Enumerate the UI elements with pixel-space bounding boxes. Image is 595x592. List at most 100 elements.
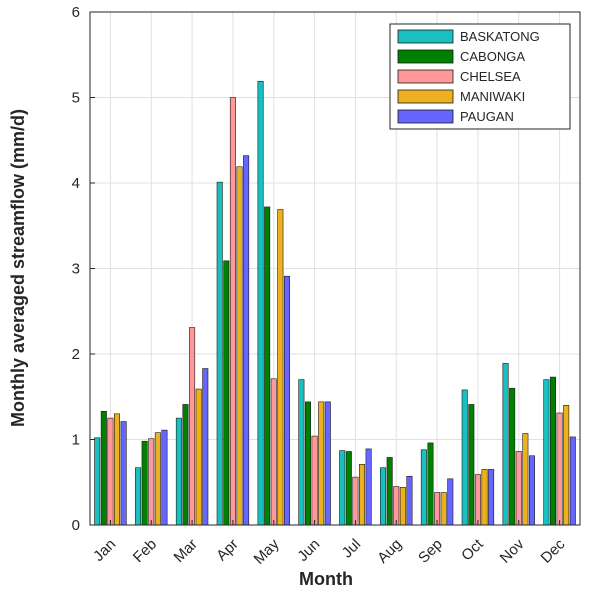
bar: [182, 404, 189, 526]
bar: [447, 478, 454, 526]
bar: [298, 379, 305, 526]
bar: [488, 469, 495, 526]
x-tick-label: Jul: [339, 536, 365, 562]
bar: [264, 206, 271, 526]
legend-swatch: [397, 89, 454, 104]
bars: [94, 80, 576, 526]
bar: [202, 368, 209, 526]
bar: [216, 181, 223, 526]
bar: [380, 467, 387, 526]
x-axis-label: Month: [299, 569, 353, 589]
bar: [406, 475, 413, 526]
bar: [515, 451, 522, 526]
y-tick-label: 3: [72, 261, 80, 278]
bar: [243, 155, 250, 526]
legend-swatch: [397, 109, 454, 124]
y-axis-label: Monthly averaged streamflow (mm/d): [8, 109, 28, 427]
bar: [189, 327, 196, 526]
bar: [509, 387, 516, 526]
bar: [528, 455, 535, 526]
legend-label: MANIWAKI: [460, 89, 525, 104]
x-tick-label: May: [251, 535, 283, 567]
x-tick-label: Dec: [538, 535, 569, 566]
bar: [522, 433, 529, 526]
bar: [154, 432, 161, 526]
bar: [175, 417, 182, 526]
legend-swatch: [397, 49, 454, 64]
bar: [223, 260, 230, 526]
x-tick-label: Oct: [458, 535, 487, 564]
legend-label: CABONGA: [460, 49, 525, 64]
bar: [195, 388, 202, 526]
x-tick-label: Jun: [294, 536, 323, 565]
bar: [427, 442, 434, 526]
x-tick-label: Feb: [130, 536, 160, 566]
bar: [236, 166, 243, 526]
bar: [549, 376, 556, 526]
y-tick-label: 2: [72, 346, 80, 363]
bar: [345, 451, 352, 526]
legend-swatch: [397, 69, 454, 84]
bar: [352, 476, 359, 526]
bar: [148, 438, 155, 526]
bar: [420, 449, 427, 526]
bar: [324, 401, 331, 526]
legend-item: CHELSEA: [397, 69, 521, 84]
y-tick-label: 0: [72, 517, 80, 534]
bar: [120, 421, 127, 526]
bar: [304, 401, 311, 526]
bar: [257, 80, 264, 526]
legend: BASKATONG CABONGA CHELSEA MANIWAKI PAUGAN: [389, 23, 571, 130]
bar: [386, 457, 393, 526]
x-tick-label: Aug: [374, 536, 405, 567]
bar: [318, 401, 325, 526]
bar: [399, 487, 406, 526]
x-tick-label: Jan: [90, 536, 119, 565]
bar: [270, 378, 277, 526]
bar: [311, 435, 318, 526]
bar: [100, 410, 107, 526]
bar: [339, 450, 346, 526]
bar: [277, 209, 284, 526]
bar: [569, 436, 576, 526]
series-paugan: [120, 155, 576, 526]
bar: [543, 379, 550, 526]
legend-item: BASKATONG: [397, 29, 540, 44]
x-tick-label: Mar: [171, 536, 201, 566]
bar: [556, 412, 563, 526]
bar: [229, 97, 236, 526]
legend-swatch: [397, 29, 454, 44]
y-axis-ticks: 0 1 2 3 4 5 6: [72, 4, 95, 534]
legend-item: MANIWAKI: [397, 89, 525, 104]
bar: [359, 463, 366, 526]
x-axis-ticks: Jan Feb Mar Apr May Jun Jul Aug Sep Oct Nov Dec: [90, 520, 569, 568]
x-tick-label: Apr: [213, 536, 242, 565]
series-chelsea: [107, 97, 563, 526]
bar: [563, 404, 570, 526]
bar: [135, 467, 142, 526]
bar: [440, 492, 447, 526]
y-tick-label: 4: [72, 175, 80, 192]
bar: [114, 413, 121, 526]
legend-item: CABONGA: [397, 49, 525, 64]
x-tick-label: Sep: [415, 536, 446, 567]
bar: [107, 417, 114, 526]
bar: [474, 474, 481, 526]
legend-item: PAUGAN: [397, 109, 514, 124]
bar: [94, 437, 101, 526]
bar: [502, 363, 509, 526]
legend-label: CHELSEA: [460, 69, 521, 84]
bar: [468, 404, 475, 526]
legend-label: PAUGAN: [460, 109, 514, 124]
bar: [283, 275, 290, 526]
y-tick-label: 5: [72, 90, 80, 107]
bar: [481, 469, 488, 526]
bar: [141, 440, 148, 526]
x-tick-label: Nov: [497, 535, 528, 566]
bar: [461, 389, 468, 526]
bar: [161, 429, 168, 526]
bar: [393, 486, 400, 526]
legend-label: BASKATONG: [460, 29, 540, 44]
bar: [365, 448, 372, 526]
